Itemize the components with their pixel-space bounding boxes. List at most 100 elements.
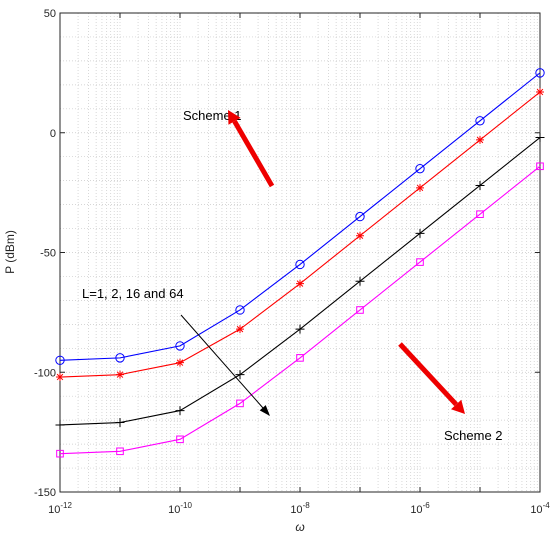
asterisk-marker [416,183,424,192]
y-tick-label: -150 [34,487,56,499]
data-point [296,354,304,362]
series-2 [56,88,544,382]
circle-marker [175,341,185,351]
circle-marker [535,68,545,78]
x-tick-label: 10-6 [410,501,430,516]
data-point [236,325,244,334]
data-point [536,162,544,171]
x-tick-label: 10-10 [168,501,192,516]
circle-marker [235,305,245,315]
arrow-head [451,399,465,414]
data-point [176,358,184,367]
asterisk-marker [56,373,64,382]
annotation-l-values: L=1, 2, 16 and 64 [82,286,184,301]
y-axis-label: P (dBm) [3,230,17,274]
data-point [476,210,484,218]
scheme-1-arrow [228,110,275,188]
data-point [116,370,124,379]
series-1 [55,68,545,365]
plus-marker [175,406,185,416]
data-point [56,449,64,458]
series-3 [55,133,545,430]
data-point [416,258,424,266]
circle-marker [115,353,125,363]
plus-marker [295,324,305,334]
data-point [356,306,364,314]
asterisk-marker [296,279,304,288]
data-point [235,370,245,380]
data-point [475,116,485,126]
arrow-shaft [180,314,264,409]
asterisk-marker [356,231,364,240]
plus-marker [115,418,125,428]
l-values-arrow [180,314,270,416]
square-marker [536,162,544,171]
plus-marker [475,180,485,190]
scheme-2-arrow [398,342,465,414]
data-point [115,418,125,428]
data-point [295,324,305,334]
data-point [536,88,544,97]
asterisk-marker [476,135,484,144]
square-marker [296,354,304,362]
data-point [55,355,65,365]
y-tick-label: 50 [44,8,56,20]
x-axis-label: ω [295,520,304,534]
asterisk-marker [116,370,124,379]
circle-marker [415,163,425,174]
arrow-head [228,110,241,125]
data-point [535,133,545,143]
square-marker [176,435,184,444]
circle-marker [55,355,65,365]
data-point [235,305,245,315]
data-point [296,279,304,288]
arrow-shaft [398,342,458,407]
circle-marker [295,259,305,270]
y-tick-label: -100 [34,367,56,379]
data-point [415,163,425,174]
plus-marker [535,133,545,143]
square-marker [236,399,244,408]
data-point [355,276,365,286]
plus-marker [415,228,425,238]
square-marker [116,447,124,456]
series-line [59,72,541,361]
square-marker [356,306,364,314]
plus-marker [55,420,65,430]
asterisk-marker [176,358,184,367]
data-point [236,399,244,408]
data-point [476,135,484,144]
asterisk-marker [236,325,244,334]
data-point [55,420,65,430]
square-marker [56,449,64,458]
series-group [55,68,545,458]
y-tick-label: -50 [40,248,56,260]
data-point [116,447,124,456]
asterisk-marker [536,88,544,97]
annotation-arrows [180,110,465,416]
data-point [115,353,125,363]
data-point [176,435,184,444]
plus-marker [355,276,365,286]
arrow-shaft [232,119,275,188]
data-point [475,180,485,190]
series-line [59,165,541,455]
circle-marker [355,211,365,222]
data-point [355,211,365,222]
data-point [415,228,425,238]
x-tick-label: 10-12 [48,501,72,516]
arrow-head [259,405,270,416]
data-point [416,183,424,192]
data-point [356,231,364,240]
y-tick-label: 0 [50,128,56,140]
x-tick-label: 10-8 [290,501,310,516]
annotation-scheme-2: Scheme 2 [444,428,503,443]
square-marker [416,258,424,266]
axis-ticks: 10-12 10-10 10-8 10-6 10-4 50 0 -50 -100 -150 [34,8,550,516]
circle-marker [475,116,485,126]
series-4 [56,162,544,458]
annotation-scheme-1: Scheme 1 [183,108,242,123]
square-marker [476,210,484,218]
data-point [175,341,185,351]
